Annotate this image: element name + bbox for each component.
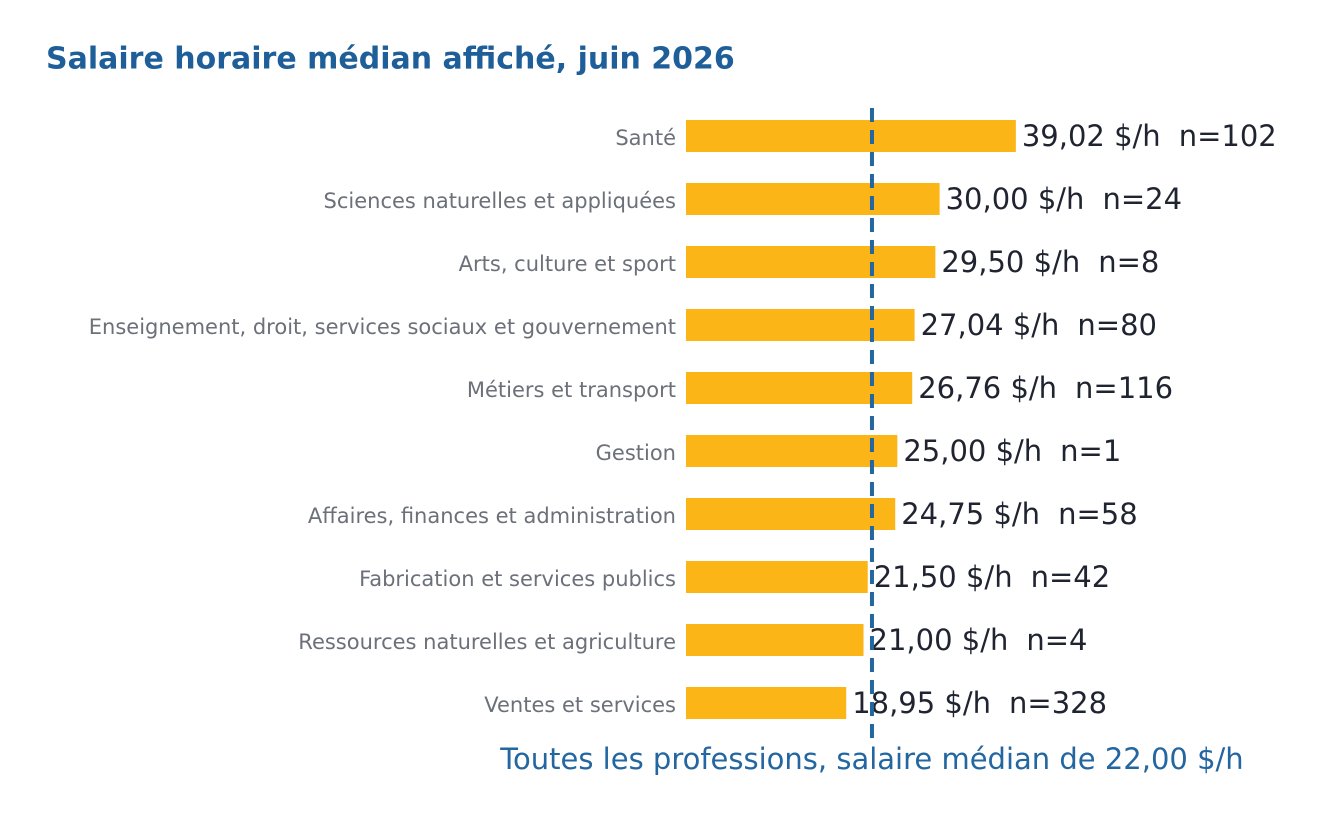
category-label: Santé [615,126,676,150]
category-label: Gestion [596,441,676,465]
value-text: 21,00 $/h [870,623,1009,657]
value-text: 24,75 $/h [901,497,1040,531]
count-label: n=24 [1102,182,1182,216]
value-text: 25,00 $/h [903,434,1042,468]
value-text: 29,50 $/h [941,245,1080,279]
category-label: Ressources naturelles et agriculture [298,630,676,654]
value-text: 21,50 $/h [874,560,1013,594]
bar [686,687,847,719]
category-label: Arts, culture et sport [459,252,676,276]
value-label: 21,00 $/h n=4 [870,623,1088,657]
category-label: Sciences naturelles et appliquées [324,189,677,213]
count-label: n=102 [1179,119,1277,153]
value-label: 27,04 $/h n=80 [921,308,1157,342]
value-label: 26,76 $/h n=116 [918,371,1173,405]
value-text: 30,00 $/h [946,182,1085,216]
value-label: 21,50 $/h n=42 [874,560,1110,594]
value-text: 27,04 $/h [921,308,1060,342]
category-label: Enseignement, droit, services sociaux et… [89,315,676,339]
value-text: 26,76 $/h [918,371,1057,405]
value-label: 30,00 $/h n=24 [946,182,1182,216]
reference-label: Toutes les professions, salaire médian d… [499,742,1243,776]
value-text: 18,95 $/h [852,686,991,720]
bar [686,120,1016,152]
bar [686,498,896,530]
bar [686,183,940,215]
category-label: Affaires, finances et administration [308,504,676,528]
value-label: 25,00 $/h n=1 [903,434,1121,468]
count-label: n=328 [1009,686,1107,720]
value-text: 39,02 $/h [1022,119,1161,153]
bar [686,372,913,404]
value-label: 29,50 $/h n=8 [941,245,1159,279]
bar [686,309,915,341]
count-label: n=42 [1031,560,1111,594]
count-label: n=4 [1026,623,1087,657]
category-label: Fabrication et services publics [359,567,676,591]
value-label: 39,02 $/h n=102 [1022,119,1277,153]
value-label: 24,75 $/h n=58 [901,497,1137,531]
count-label: n=8 [1098,245,1159,279]
category-label: Métiers et transport [467,378,676,402]
count-label: n=80 [1077,308,1157,342]
bar [686,624,864,656]
chart-title: Salaire horaire médian affiché, juin 202… [46,42,735,77]
bar [686,246,936,278]
count-label: n=1 [1060,434,1121,468]
category-label: Ventes et services [484,693,676,717]
count-label: n=116 [1075,371,1173,405]
bar [686,561,868,593]
value-label: 18,95 $/h n=328 [852,686,1107,720]
count-label: n=58 [1058,497,1138,531]
bar [686,435,898,467]
